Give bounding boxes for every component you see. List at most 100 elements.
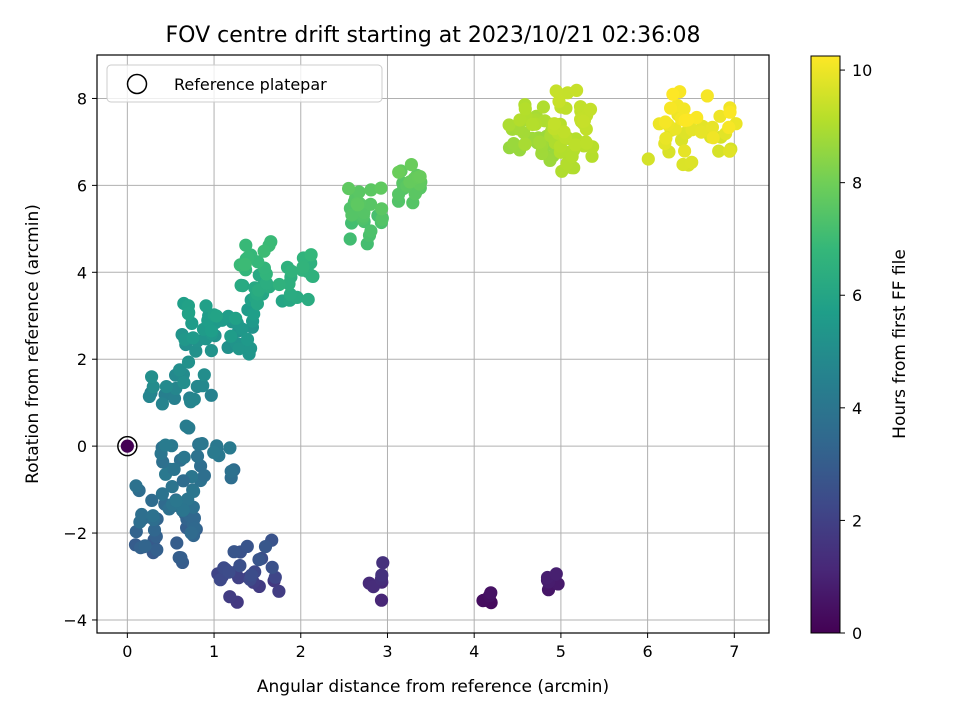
reference-platepar-marker [117,435,138,457]
data-point [282,277,296,291]
data-point [570,83,584,97]
data-point [146,509,160,523]
data-point [258,540,273,554]
y-axis-label: Rotation from reference (arcmin) [23,204,43,484]
data-point [167,391,182,405]
data-point [259,276,274,290]
data-point [304,248,318,262]
data-point [525,117,540,131]
reference-marker-layer [117,435,138,457]
data-point [518,102,532,116]
data-point [238,257,252,272]
data-point [364,224,378,238]
data-point [404,158,418,172]
y-tick-label: −2 [63,524,87,543]
data-point [187,392,201,406]
x-tick-label: 1 [209,642,219,661]
chart-title: FOV centre drift starting at 2023/10/21 … [166,23,701,48]
data-point [146,380,160,394]
data-point [713,109,727,123]
data-point [169,494,183,508]
data-point [244,568,258,582]
data-point [272,277,286,292]
data-point [352,185,366,199]
x-tick-label: 7 [729,642,739,661]
data-point [167,462,181,476]
colorbar: 0 2 4 6 8 10 Hours from first FF file [810,55,910,643]
data-point [374,181,388,195]
data-point [199,299,213,313]
data-point [375,568,389,582]
data-point [284,264,299,278]
data-point [722,120,736,134]
data-point [179,419,193,433]
data-point [694,125,708,139]
data-point [250,297,264,311]
data-point [155,487,169,501]
x-axis-label: Angular distance from reference (arcmin) [257,677,609,697]
data-point [268,570,282,584]
legend-box [106,64,383,103]
data-point [177,375,191,390]
data-point [224,464,238,478]
data-point [723,105,737,119]
data-point [257,244,271,258]
data-point [536,100,551,114]
data-point [712,144,726,158]
data-point [135,507,149,522]
x-tick-label: 0 [122,642,132,661]
data-point [507,137,521,151]
data-point [155,397,169,411]
data-point [176,474,190,488]
data-point [197,368,211,382]
scatter-points [128,83,743,610]
x-tick-label: 4 [469,642,479,661]
data-point [659,131,673,145]
data-point [345,208,359,222]
data-point [158,438,173,452]
data-point [351,198,365,212]
data-point [187,511,201,525]
data-point [375,212,389,226]
data-point [239,238,253,252]
data-point [222,565,236,579]
data-point [568,138,583,152]
data-point [547,117,562,131]
y-ticks: −4 −2 0 2 4 6 8 [63,89,97,630]
data-point [678,144,692,158]
data-point [641,152,655,166]
data-point [181,355,196,369]
legend-label: Reference platepar [174,75,327,94]
x-ticks: 0 1 2 3 4 5 6 7 [122,633,739,661]
x-tick-label: 5 [556,642,566,661]
data-point [658,115,673,129]
legend-marker-hollow-circle [126,73,148,95]
data-point [518,137,532,151]
data-point [190,449,205,463]
data-point [234,278,248,292]
data-point [207,445,221,459]
data-point [181,307,195,321]
data-point [296,260,310,274]
data-point [224,329,238,343]
data-point [392,187,406,201]
x-tick-label: 3 [382,642,392,661]
data-point [583,102,598,116]
data-point [197,469,211,483]
data-point [342,181,356,196]
data-point [235,322,249,336]
legend: Reference platepar [106,64,383,103]
y-tick-label: 2 [77,350,87,369]
colorbar-tick-label: 6 [852,286,862,305]
data-point [223,590,237,604]
y-tick-label: 0 [77,437,87,456]
data-point [705,120,720,134]
data-point [272,584,286,598]
data-point [364,197,378,211]
data-point [184,526,198,540]
data-point [240,539,254,554]
data-point [706,131,720,145]
data-point [189,344,203,358]
data-point [513,113,527,127]
